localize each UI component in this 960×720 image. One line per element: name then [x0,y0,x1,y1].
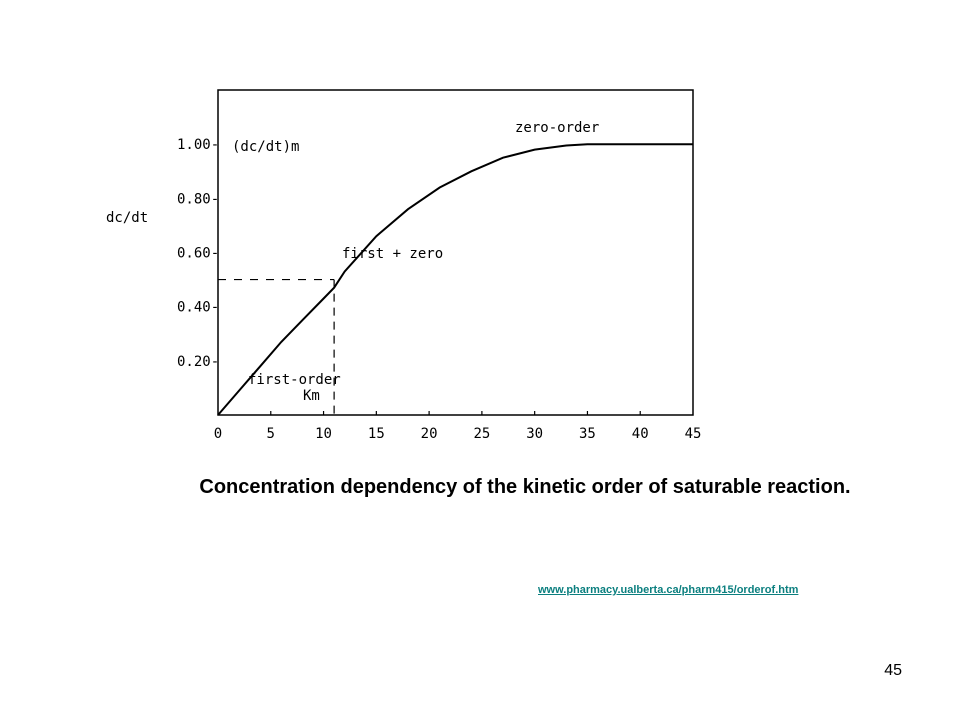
y-tick-label: 0.80- [177,191,219,207]
ymax-label: (dc/dt)m [232,139,299,155]
y-axis-ticks: 0.20- 0.40- 0.60- 0.80- 1.00- [177,137,219,370]
x-axis-ticks: 0 5 10 15 20 25 30 35 40 45 [214,411,702,442]
chart: 0.20- 0.40- 0.60- 0.80- 1.00- 0 5 10 15 20 25 30 35… [106,89,702,442]
x-tick-label: 0 [214,426,222,442]
x-tick-label: 25 [473,426,490,442]
first-plus-zero-label: first + zero [342,246,443,262]
x-tick-label: 20 [421,426,438,442]
x-tick-label: 30 [526,426,543,442]
y-axis-label: dc/dt [106,210,148,226]
y-tick-label: 0.40- [177,300,219,316]
x-tick-label: 15 [368,426,385,442]
x-tick-label: 40 [632,426,649,442]
x-tick-label: 10 [315,426,332,442]
x-tick-label: 5 [267,426,275,442]
y-tick-label: 1.00- [177,137,219,153]
plot-frame [217,89,694,416]
y-tick-label: 0.60- [177,246,219,262]
page-number: 45 [884,662,902,679]
rate-curve [217,143,693,416]
x-tick-label: 35 [579,426,596,442]
source-link[interactable]: www.pharmacy.ualberta.ca/pharm415/ordero… [538,584,799,596]
figure-caption: Concentration dependency of the kinetic … [199,476,851,498]
x-tick-label: 45 [685,426,702,442]
zero-order-label: zero-order [515,120,599,136]
y-tick-label: 0.20- [177,354,219,370]
first-order-label: first-order [248,372,341,388]
km-label: Km [303,388,320,404]
km-guides [218,278,335,415]
